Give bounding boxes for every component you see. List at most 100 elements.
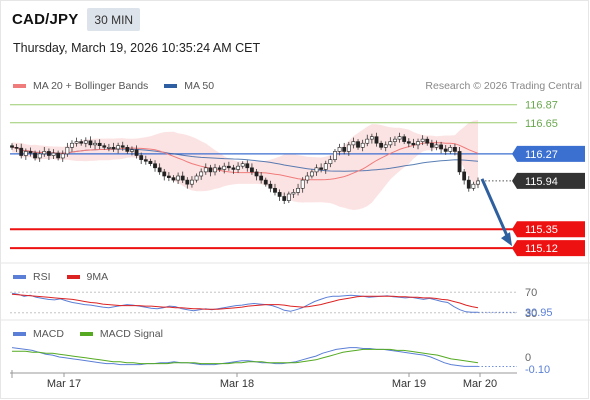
candle-body — [83, 140, 88, 144]
candle-body — [323, 163, 328, 170]
candle-body — [130, 149, 134, 152]
candle-body — [333, 151, 337, 160]
macd-legend: MACD MACD Signal — [13, 328, 163, 340]
macd-current-label: -0.10 — [525, 364, 550, 376]
candle-body — [60, 153, 65, 159]
candle-body — [282, 196, 287, 201]
rsi-swatch — [13, 275, 26, 279]
candle-body — [319, 167, 324, 170]
candle-body — [14, 147, 19, 149]
candle-body — [388, 141, 393, 146]
x-tick-label: Mar 20 — [463, 378, 497, 390]
candle-body — [402, 136, 407, 142]
candle-body — [190, 179, 194, 185]
candle-body — [176, 175, 180, 181]
candle-body — [74, 141, 79, 144]
ma20-legend-label: MA 20 + Bollinger Bands — [33, 80, 149, 92]
candles — [10, 132, 480, 205]
candle-body — [393, 138, 397, 142]
forecast-arrow-head — [501, 232, 512, 247]
current-label-box — [512, 172, 585, 189]
candle-body — [236, 165, 240, 170]
candle-body — [139, 155, 144, 160]
candle-body — [369, 136, 374, 140]
candle-body — [328, 159, 333, 165]
candle-body — [162, 171, 167, 177]
credit: Research © 2026 Trading Central — [425, 80, 582, 92]
candle-body — [208, 167, 213, 173]
support-1-label-text: 115.35 — [525, 224, 558, 236]
ma20-swatch — [13, 84, 26, 88]
macd-signal-swatch — [79, 332, 93, 336]
ma50-swatch — [164, 84, 178, 88]
macd-signal-legend-label: MACD Signal — [99, 328, 163, 340]
candle-body — [305, 175, 310, 181]
candle-body — [374, 136, 379, 144]
candle-body — [116, 145, 121, 150]
candle-body — [125, 147, 130, 152]
rsi-ma-legend-label: 9MA — [86, 271, 109, 283]
candle-body — [157, 167, 162, 173]
candle-body — [379, 142, 384, 148]
candle-body — [194, 175, 199, 181]
candle-body — [429, 142, 434, 148]
candle-body — [476, 180, 480, 185]
candle-body — [291, 192, 296, 195]
candle-body — [185, 179, 190, 185]
candle-body — [213, 167, 217, 173]
candle-body — [10, 145, 14, 148]
macd-swatch — [13, 332, 26, 336]
support-2-label: 115.12 — [512, 240, 585, 257]
x-tick-label: Mar 17 — [47, 378, 81, 390]
candle-body — [111, 147, 116, 150]
candle-body — [37, 153, 42, 159]
pivot-label-box — [512, 145, 585, 162]
candle-body — [88, 140, 93, 146]
candle-body — [448, 147, 453, 152]
support-1-label: 115.35 — [512, 221, 585, 238]
candle-body — [93, 142, 97, 146]
candle-body — [203, 167, 208, 173]
candle-body — [28, 151, 33, 154]
candle-body — [314, 167, 319, 173]
candle-body — [406, 141, 411, 144]
candle-body — [420, 138, 425, 142]
candle-body — [439, 144, 443, 150]
candle-body — [342, 147, 347, 152]
candle-body — [300, 179, 305, 189]
macd-tick-label: 0 — [525, 352, 531, 364]
resistance-1-label: 116.65 — [525, 118, 558, 130]
current-label-text: 115.94 — [525, 176, 558, 188]
rsi-legend-label: RSI — [33, 271, 51, 283]
candle-body — [259, 175, 264, 181]
candle-body — [65, 147, 70, 155]
ma50-legend-label: MA 50 — [184, 80, 215, 92]
candle-body — [411, 142, 416, 146]
candle-body — [231, 167, 236, 170]
rsi-tick-label: 30 — [525, 308, 537, 320]
pivot-label: 116.27 — [512, 145, 585, 162]
candle-body — [268, 183, 273, 189]
candle-body — [453, 147, 457, 152]
candle-body — [296, 187, 300, 193]
forecast-arrow-shaft — [480, 178, 510, 239]
candle-body — [19, 147, 24, 156]
support-1-label-box — [512, 221, 585, 238]
candle-body — [397, 136, 402, 140]
candle-body — [286, 193, 291, 201]
bollinger-band — [12, 120, 478, 210]
candle-body — [33, 152, 37, 159]
candle-body — [471, 183, 476, 189]
timeframe-badge[interactable]: 30 MIN — [87, 7, 141, 31]
candle-body — [47, 151, 51, 156]
timestamp: Thursday, March 19, 2026 10:35:24 AM CET — [13, 41, 261, 55]
candle-body — [351, 141, 356, 146]
candle-body — [42, 151, 47, 155]
candle-body — [97, 142, 102, 146]
candle-body — [166, 175, 171, 178]
candle-body — [434, 144, 439, 148]
support-2-label-box — [512, 240, 585, 257]
candle-body — [462, 171, 467, 181]
candle-body — [102, 145, 107, 148]
